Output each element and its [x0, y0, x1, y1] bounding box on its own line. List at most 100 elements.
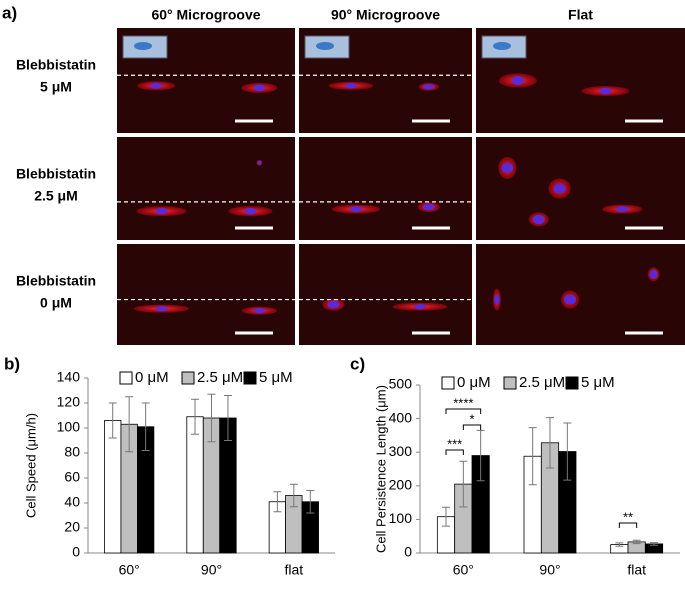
row-label: 0 μM: [40, 295, 72, 311]
micrograph: [117, 137, 295, 240]
x-tick-label: 60°: [119, 562, 140, 578]
error-bar: [476, 429, 485, 482]
error-bar: [191, 398, 200, 435]
bar: [104, 420, 122, 554]
y-axis-label: Cell Speed (μm/h): [23, 413, 38, 518]
row-label: Blebbistatin: [16, 166, 96, 182]
nucleus: [414, 303, 427, 310]
y-tick-label: 100: [389, 510, 413, 526]
row-label: Blebbistatin: [16, 273, 96, 289]
legend-label: 2.5 μM: [519, 374, 565, 391]
legend-swatch: [119, 371, 133, 385]
column-header: 60° Microgroove: [151, 7, 260, 23]
nucleus: [257, 160, 262, 165]
nucleus: [553, 183, 566, 194]
significance-bracket: [445, 408, 482, 414]
error-bar: [615, 542, 624, 547]
legend-swatch: [503, 376, 517, 390]
nucleus: [150, 82, 163, 89]
legend-swatch: [565, 376, 579, 390]
y-tick-label: 500: [389, 376, 413, 392]
y-tick-label: 40: [64, 494, 80, 510]
y-tick-label: 20: [64, 519, 80, 535]
y-tick-label: 0: [72, 544, 80, 560]
significance-bracket: [445, 449, 464, 455]
error-bar: [650, 542, 658, 546]
micrograph: [117, 244, 295, 345]
nucleus: [616, 206, 629, 213]
nucleus: [155, 207, 168, 215]
micrograph: [299, 244, 472, 345]
micrograph: [476, 244, 685, 345]
y-tick-label: 300: [389, 443, 413, 459]
legend-label: 2.5 μM: [197, 369, 243, 386]
nucleus: [422, 203, 435, 211]
error-bar: [289, 483, 298, 508]
row-label: 5 μM: [40, 79, 72, 95]
significance-label: ****: [453, 395, 473, 410]
legend-label: 5 μM: [259, 369, 293, 386]
micrograph: [476, 137, 685, 240]
legend-label: 0 μM: [457, 374, 491, 391]
significance-bracket: [462, 424, 482, 430]
error-bar: [125, 396, 134, 453]
panel-label: b): [4, 354, 20, 373]
nucleus: [350, 206, 363, 213]
nucleus: [494, 294, 500, 305]
legend-swatch: [243, 371, 257, 385]
error-bar: [546, 417, 554, 469]
y-axis-label: Cell Persistence Length (μm): [373, 385, 388, 553]
nucleus: [155, 305, 168, 312]
y-tick-label: 120: [57, 394, 81, 410]
significance-label: *: [469, 411, 474, 426]
x-tick-label: flat: [284, 562, 303, 578]
x-tick-label: 90°: [201, 562, 222, 578]
nucleus: [327, 300, 340, 309]
error-bar: [108, 402, 117, 439]
y-tick-label: 400: [389, 409, 413, 425]
error-bar: [223, 395, 232, 441]
error-bar: [207, 393, 216, 443]
legend-label: 5 μM: [581, 374, 615, 391]
nucleus: [344, 83, 357, 89]
panel-label: c): [350, 354, 365, 373]
nucleus: [253, 84, 266, 92]
inset-cell: [493, 42, 511, 50]
significance-label: ***: [447, 436, 462, 451]
column-header: 90° Microgroove: [331, 7, 440, 23]
row-label: 2.5 μM: [34, 188, 78, 204]
panel-label: a): [2, 3, 17, 22]
legend-label: 0 μM: [135, 369, 169, 386]
error-bar: [459, 460, 468, 508]
nucleus: [501, 162, 514, 173]
row-label: Blebbistatin: [16, 57, 96, 73]
legend-swatch: [181, 371, 195, 385]
nucleus: [564, 294, 577, 305]
y-tick-label: 0: [404, 544, 412, 560]
nucleus: [244, 207, 257, 215]
inset-cell: [316, 42, 334, 50]
column-header: Flat: [568, 7, 593, 23]
inset-cell: [134, 42, 152, 50]
nucleus: [253, 307, 266, 314]
y-tick-label: 140: [57, 369, 81, 385]
legend-swatch: [441, 376, 455, 390]
y-tick-label: 80: [64, 444, 80, 460]
y-tick-label: 100: [57, 419, 81, 435]
error-bar: [563, 422, 572, 481]
error-bar: [141, 402, 150, 451]
error-bar: [632, 539, 641, 545]
nucleus: [532, 214, 545, 225]
error-bar: [273, 491, 282, 513]
significance-bracket: [618, 522, 638, 528]
nucleus: [511, 75, 524, 86]
x-tick-label: flat: [627, 562, 646, 578]
error-bar: [306, 490, 315, 514]
bar: [186, 416, 204, 554]
nucleus: [599, 87, 612, 95]
x-tick-label: 60°: [453, 562, 474, 578]
y-tick-label: 60: [64, 469, 80, 485]
x-tick-label: 90°: [539, 562, 560, 578]
error-bar: [528, 427, 537, 486]
